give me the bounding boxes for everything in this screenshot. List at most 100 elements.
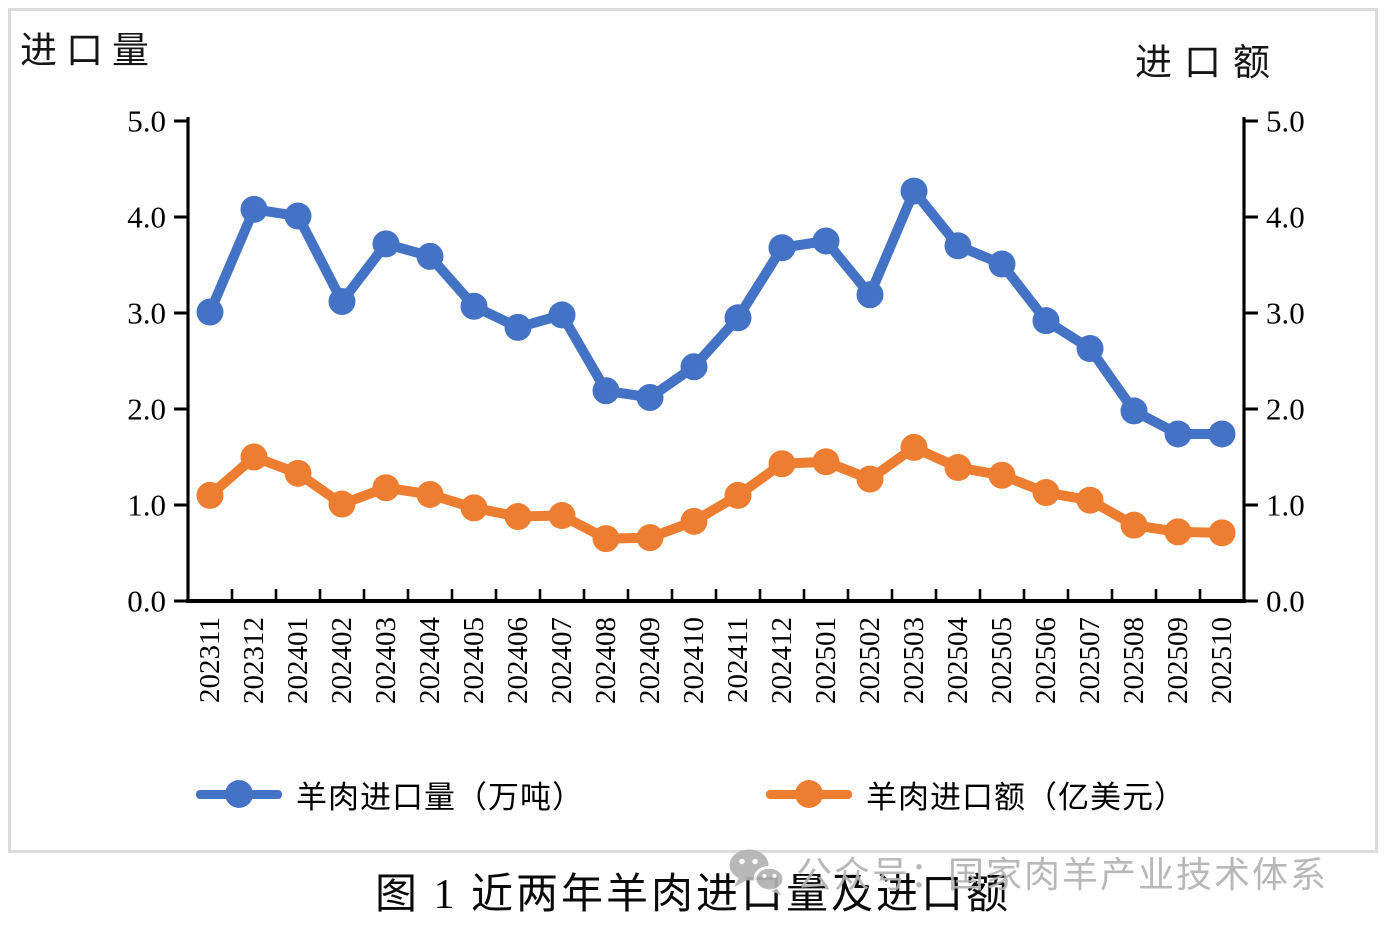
volume-series-marker [196,789,282,799]
x-tick-label: 202312 [238,617,270,704]
legend: 羊肉进口量（万吨） 羊肉进口额（亿美元） [0,772,1386,816]
series-value-point [768,450,796,478]
series-value-point [1120,511,1148,539]
series-volume-point [636,383,664,411]
series-volume-point [416,242,444,270]
x-tick-label: 202311 [194,617,226,703]
series-volume-point [284,202,312,230]
series-volume-point [240,195,268,223]
series-volume-point [1076,335,1104,363]
series-value-point [636,524,664,552]
x-tick-label: 202412 [766,617,798,704]
series-volume-point [460,292,488,320]
x-tick-label: 202510 [1206,617,1238,704]
series-volume-point [944,232,972,260]
y-tick-label-left: 0.0 [127,584,166,619]
series-value-point [812,448,840,476]
series-value-point [1076,486,1104,514]
series-value-point [372,474,400,502]
series-volume-point [988,250,1016,278]
y-tick-label-left: 1.0 [127,488,166,523]
x-tick-label: 202401 [282,617,314,704]
y-axis-right: 0.0 1.0 2.0 3.0 4.0 5.0 [1242,104,1305,619]
series-volume-point [548,301,576,329]
series-value-point [196,481,224,509]
y-axis-left: 0.0 1.0 2.0 3.0 4.0 5.0 [127,104,190,619]
x-tick-label: 202502 [854,617,886,704]
series-value-point [1208,519,1236,547]
right-axis-title: 进口额 [1135,43,1282,84]
x-tick-label: 202509 [1162,617,1194,704]
series-value-point [504,503,532,531]
series-volume-point [812,227,840,255]
x-tick-label: 202505 [986,617,1018,704]
series-value-point [460,494,488,522]
series-value-point [1164,518,1192,546]
chart-frame [8,8,1378,853]
x-tick-label: 202508 [1118,617,1150,704]
y-tick-label-left: 5.0 [127,104,166,139]
series-value-point [1032,479,1060,507]
y-tick-label-left: 2.0 [127,392,166,427]
line-chart-svg: 0.0 1.0 2.0 3.0 4.0 5.0 0.0 1.0 2.0 3.0 4.0 5.0 2023… [127,104,1305,705]
series-value-point [724,481,752,509]
legend-item-value: 羊肉进口额（亿美元） [766,772,1186,816]
x-tick-label: 202406 [502,617,534,704]
series-value-point [240,443,268,471]
series-volume-point [1164,420,1192,448]
series-value-point [592,525,620,553]
legend-item-volume: 羊肉进口量（万吨） [196,772,584,816]
series-volume-point [196,298,224,326]
y-tick-label-left: 3.0 [127,296,166,331]
x-tick-label: 202404 [414,617,446,705]
series-volume-point [504,313,532,341]
series-value-point [856,465,884,493]
series-value-point [328,490,356,518]
wechat-icon [729,849,786,896]
series-volume-point [1208,420,1236,448]
x-tick-label: 202411 [722,617,754,703]
series-volume-point [328,287,356,315]
x-tick-label: 202503 [898,617,930,704]
value-series-marker [766,789,852,799]
x-tick-label: 202407 [546,617,578,704]
x-tick-label: 202506 [1030,617,1062,704]
series-value-point [416,480,444,508]
series-volume-point [1032,307,1060,335]
x-tick-label: 202403 [370,617,402,704]
y-tick-label-right: 0.0 [1266,584,1305,619]
x-tick-label: 202504 [942,617,974,705]
x-tick-label: 202402 [326,617,358,704]
series-volume-line [205,186,1227,439]
watermark-text: 公众号：国家肉羊产业技术体系 [796,854,1329,895]
watermark: 公众号：国家肉羊产业技术体系 [726,846,1328,898]
x-tick-label: 202409 [634,617,666,704]
y-tick-label-right: 3.0 [1266,296,1305,331]
series-volume-point [680,353,708,381]
series-volume-point [592,377,620,405]
y-tick-label-right: 5.0 [1266,104,1305,139]
y-tick-label-right: 1.0 [1266,488,1305,523]
x-tick-labels: 202311 202312 202401 202402 202403 202404 2024… [194,617,1238,705]
series-value-point [944,454,972,482]
x-tick-label: 202408 [590,617,622,704]
y-tick-label-left: 4.0 [127,200,166,235]
series-value-point [988,461,1016,489]
series-volume-point [372,230,400,258]
y-tick-label-right: 2.0 [1266,392,1305,427]
x-tick-label: 202501 [810,617,842,704]
y-tick-label-right: 4.0 [1266,200,1305,235]
series-volume-point [1120,397,1148,425]
series-value-point [548,502,576,530]
series-value-point [284,459,312,487]
x-tick-label: 202410 [678,617,710,704]
left-axis-title: 进口量 [20,31,158,72]
series-value-point [680,507,708,535]
series-volume-point [768,234,796,262]
figure-caption: 图 1 近两年羊肉进口量及进口额 [374,872,1011,918]
series-value-point [900,433,928,461]
x-tick-label: 202507 [1074,617,1106,704]
series-value-line [205,442,1227,544]
series-volume-point [724,304,752,332]
